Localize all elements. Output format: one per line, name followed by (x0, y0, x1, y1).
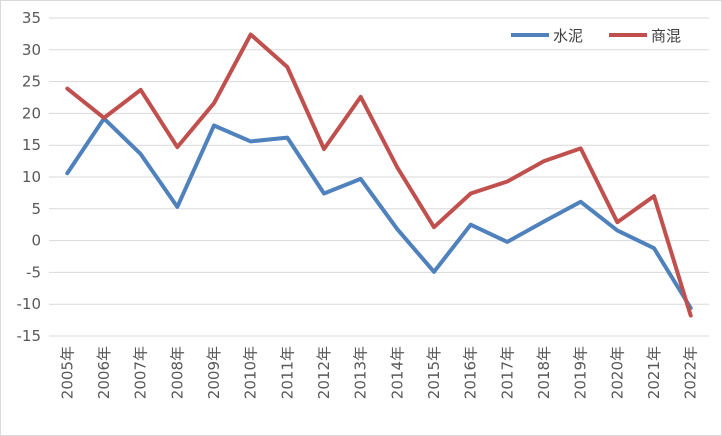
legend-label-series-2: 商混 (651, 27, 681, 45)
y-tick-label: -10 (17, 295, 42, 313)
y-tick-label: 0 (31, 232, 41, 250)
y-axis-ticks: 35 30 25 20 15 10 5 0 -5 -10 -15 (17, 9, 42, 345)
x-tick-label: 2007年 (132, 346, 150, 399)
y-tick-label: 30 (22, 41, 41, 59)
y-tick-label: 15 (22, 136, 41, 154)
x-tick-label: 2011年 (278, 346, 296, 399)
x-tick-label: 2013年 (352, 346, 370, 399)
y-tick-label: 10 (22, 168, 41, 186)
y-tick-label: 5 (31, 200, 41, 218)
x-tick-label: 2019年 (572, 346, 590, 399)
y-tick-label: 25 (22, 73, 41, 91)
x-tick-label: 2006年 (95, 346, 113, 399)
gridlines (49, 17, 709, 337)
x-tick-label: 2020年 (608, 346, 626, 399)
x-tick-label: 2005年 (58, 346, 76, 399)
series-line-1 (65, 116, 693, 310)
x-tick-label: 2018年 (535, 346, 553, 399)
x-tick-label: 2012年 (315, 346, 333, 399)
x-axis-ticks: 2005年 2006年 2007年 2008年 2009年 2010年 2011年 2012年… (58, 346, 699, 399)
series-line-2 (65, 32, 693, 318)
x-tick-label: 2016年 (462, 346, 480, 399)
x-tick-label: 2022年 (682, 346, 700, 399)
x-tick-label: 2015年 (425, 346, 443, 399)
y-tick-label: 35 (22, 9, 41, 27)
x-tick-label: 2017年 (498, 346, 516, 399)
legend: 水泥 商混 (511, 27, 681, 45)
x-tick-label: 2014年 (388, 346, 406, 399)
legend-label-series-1: 水泥 (553, 27, 583, 45)
x-tick-label: 2010年 (242, 346, 260, 399)
y-tick-label: -5 (26, 263, 41, 281)
series-lines (65, 32, 693, 318)
x-tick-label: 2021年 (645, 346, 663, 399)
y-tick-label: 20 (22, 104, 41, 122)
x-tick-label: 2008年 (168, 346, 186, 399)
x-tick-label: 2009年 (205, 346, 223, 399)
y-tick-label: -15 (17, 327, 42, 345)
